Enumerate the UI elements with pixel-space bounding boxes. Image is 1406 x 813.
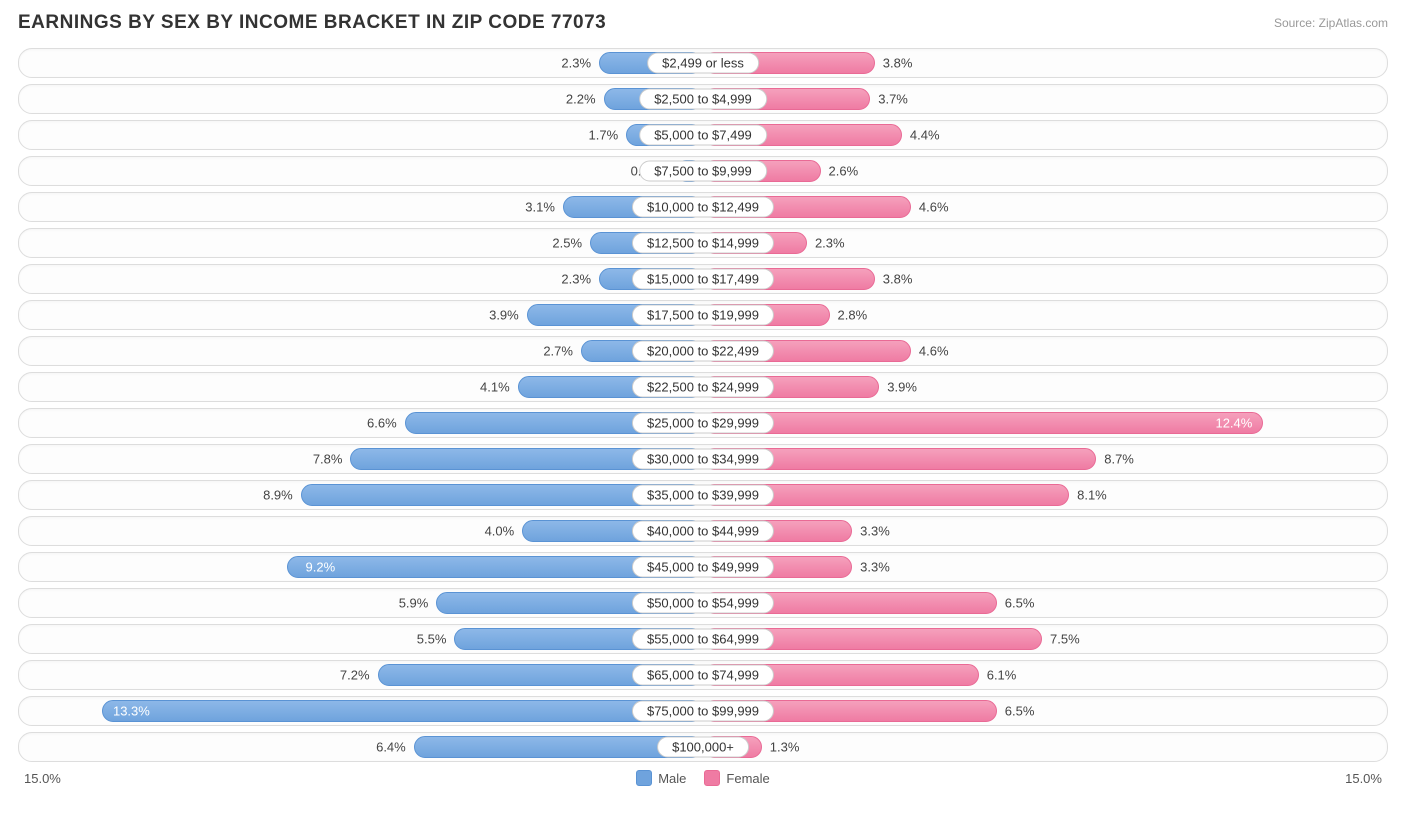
chart-row: 2.5% 2.3% $12,500 to $14,999: [18, 228, 1388, 258]
bracket-label: $45,000 to $49,999: [632, 557, 774, 578]
legend-male: Male: [636, 770, 686, 786]
male-value-label: 2.3%: [561, 272, 591, 287]
male-bar: [102, 700, 703, 722]
male-value-label: 6.6%: [367, 416, 397, 431]
male-value-label: 7.2%: [340, 668, 370, 683]
bracket-label: $15,000 to $17,499: [632, 269, 774, 290]
female-value-label: 1.3%: [770, 740, 800, 755]
bracket-label: $25,000 to $29,999: [632, 413, 774, 434]
chart-row: 4.0% 3.3% $40,000 to $44,999: [18, 516, 1388, 546]
female-value-label: 4.6%: [919, 344, 949, 359]
chart-row: 3.1% 4.6% $10,000 to $12,499: [18, 192, 1388, 222]
male-value-label: 4.0%: [485, 524, 515, 539]
male-value-label: 6.4%: [376, 740, 406, 755]
male-value-label: 2.5%: [552, 236, 582, 251]
female-value-label: 12.4%: [1215, 416, 1252, 431]
male-value-label: 5.5%: [417, 632, 447, 647]
male-value-label: 2.3%: [561, 56, 591, 71]
chart-body: 2.3% 3.8% $2,499 or less 2.2% 3.7% $2,500 to …: [18, 48, 1388, 762]
male-swatch-icon: [636, 770, 652, 786]
chart-row: 5.9% 6.5% $50,000 to $54,999: [18, 588, 1388, 618]
male-value-label: 2.2%: [566, 92, 596, 107]
chart-row: 0.61%2.6%$7,500 to $9,999: [18, 156, 1388, 186]
legend-male-label: Male: [658, 771, 686, 786]
female-value-label: 8.1%: [1077, 488, 1107, 503]
chart-row: 7.2% 6.1% $65,000 to $74,999: [18, 660, 1388, 690]
female-value-label: 4.4%: [910, 128, 940, 143]
male-value-label: 5.9%: [399, 596, 429, 611]
legend-female: Female: [704, 770, 769, 786]
male-value-label: 9.2%: [306, 560, 336, 575]
chart-row: 3.9% 2.8% $17,500 to $19,999: [18, 300, 1388, 330]
chart-row: 7.8% 8.7% $30,000 to $34,999: [18, 444, 1388, 474]
female-value-label: 3.7%: [878, 92, 908, 107]
chart-title: EARNINGS BY SEX BY INCOME BRACKET IN ZIP…: [18, 12, 606, 34]
bracket-label: $10,000 to $12,499: [632, 197, 774, 218]
female-bar: [703, 412, 1263, 434]
chart-row: 2.7% 4.6% $20,000 to $22,499: [18, 336, 1388, 366]
legend-female-label: Female: [726, 771, 769, 786]
bracket-label: $30,000 to $34,999: [632, 449, 774, 470]
female-value-label: 2.8%: [838, 308, 868, 323]
bracket-label: $100,000+: [657, 737, 749, 758]
bracket-label: $2,499 or less: [647, 53, 759, 74]
chart-source: Source: ZipAtlas.com: [1274, 16, 1388, 30]
female-value-label: 6.5%: [1005, 596, 1035, 611]
chart-row: 6.4% 1.3% $100,000+: [18, 732, 1388, 762]
female-value-label: 3.8%: [883, 272, 913, 287]
female-value-label: 6.1%: [987, 668, 1017, 683]
chart-row: 9.2% 3.3% $45,000 to $49,999: [18, 552, 1388, 582]
bracket-label: $35,000 to $39,999: [632, 485, 774, 506]
female-value-label: 3.8%: [883, 56, 913, 71]
chart-row: 1.7% 4.4% $5,000 to $7,499: [18, 120, 1388, 150]
male-value-label: 4.1%: [480, 380, 510, 395]
bracket-label: $75,000 to $99,999: [632, 701, 774, 722]
male-value-label: 2.7%: [543, 344, 573, 359]
male-value-label: 13.3%: [113, 704, 150, 719]
female-value-label: 7.5%: [1050, 632, 1080, 647]
male-value-label: 1.7%: [589, 128, 619, 143]
axis-right-label: 15.0%: [1339, 771, 1388, 786]
female-value-label: 3.3%: [860, 524, 890, 539]
female-value-label: 8.7%: [1104, 452, 1134, 467]
chart-row: 6.6% 12.4% $25,000 to $29,999: [18, 408, 1388, 438]
chart-row: 13.3% 6.5% $75,000 to $99,999: [18, 696, 1388, 726]
male-value-label: 8.9%: [263, 488, 293, 503]
female-value-label: 2.6%: [829, 164, 859, 179]
female-swatch-icon: [704, 770, 720, 786]
chart-row: 2.3% 3.8% $2,499 or less: [18, 48, 1388, 78]
chart-row: 8.9% 8.1% $35,000 to $39,999: [18, 480, 1388, 510]
female-value-label: 2.3%: [815, 236, 845, 251]
female-value-label: 3.9%: [887, 380, 917, 395]
female-value-label: 4.6%: [919, 200, 949, 215]
bracket-label: $65,000 to $74,999: [632, 665, 774, 686]
bracket-label: $7,500 to $9,999: [639, 161, 767, 182]
bracket-label: $50,000 to $54,999: [632, 593, 774, 614]
chart-row: 4.1% 3.9% $22,500 to $24,999: [18, 372, 1388, 402]
axis-left-label: 15.0%: [18, 771, 67, 786]
bracket-label: $55,000 to $64,999: [632, 629, 774, 650]
bracket-label: $20,000 to $22,499: [632, 341, 774, 362]
chart-row: 2.2% 3.7% $2,500 to $4,999: [18, 84, 1388, 114]
female-value-label: 3.3%: [860, 560, 890, 575]
bracket-label: $5,000 to $7,499: [639, 125, 767, 146]
female-value-label: 6.5%: [1005, 704, 1035, 719]
male-value-label: 3.1%: [525, 200, 555, 215]
chart-row: 5.5% 7.5% $55,000 to $64,999: [18, 624, 1388, 654]
bracket-label: $17,500 to $19,999: [632, 305, 774, 326]
legend: Male Female: [636, 770, 770, 786]
bracket-label: $2,500 to $4,999: [639, 89, 767, 110]
bracket-label: $22,500 to $24,999: [632, 377, 774, 398]
chart-row: 2.3% 3.8% $15,000 to $17,499: [18, 264, 1388, 294]
bracket-label: $12,500 to $14,999: [632, 233, 774, 254]
bracket-label: $40,000 to $44,999: [632, 521, 774, 542]
male-value-label: 7.8%: [313, 452, 343, 467]
male-value-label: 3.9%: [489, 308, 519, 323]
